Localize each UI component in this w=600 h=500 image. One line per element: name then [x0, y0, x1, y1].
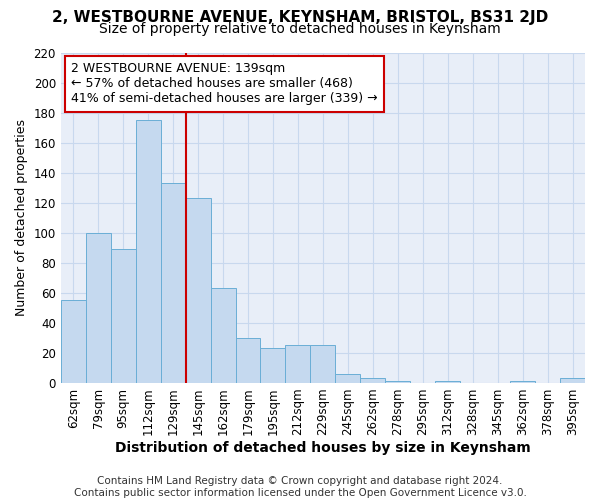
Bar	[111, 250, 136, 383]
Bar	[335, 374, 361, 383]
Bar	[385, 382, 410, 383]
Bar	[510, 382, 535, 383]
Bar	[361, 378, 385, 383]
Text: Contains HM Land Registry data © Crown copyright and database right 2024.
Contai: Contains HM Land Registry data © Crown c…	[74, 476, 526, 498]
Bar	[310, 346, 335, 383]
Bar	[86, 233, 111, 383]
Bar	[236, 338, 260, 383]
Bar	[435, 382, 460, 383]
Text: 2, WESTBOURNE AVENUE, KEYNSHAM, BRISTOL, BS31 2JD: 2, WESTBOURNE AVENUE, KEYNSHAM, BRISTOL,…	[52, 10, 548, 25]
Bar	[260, 348, 286, 383]
Text: Size of property relative to detached houses in Keynsham: Size of property relative to detached ho…	[99, 22, 501, 36]
Bar	[136, 120, 161, 383]
Y-axis label: Number of detached properties: Number of detached properties	[15, 119, 28, 316]
Text: 2 WESTBOURNE AVENUE: 139sqm
← 57% of detached houses are smaller (468)
41% of se: 2 WESTBOURNE AVENUE: 139sqm ← 57% of det…	[71, 62, 378, 106]
Bar	[286, 346, 310, 383]
Bar	[161, 183, 185, 383]
Bar	[185, 198, 211, 383]
Bar	[560, 378, 585, 383]
Bar	[211, 288, 236, 383]
X-axis label: Distribution of detached houses by size in Keynsham: Distribution of detached houses by size …	[115, 441, 531, 455]
Bar	[61, 300, 86, 383]
